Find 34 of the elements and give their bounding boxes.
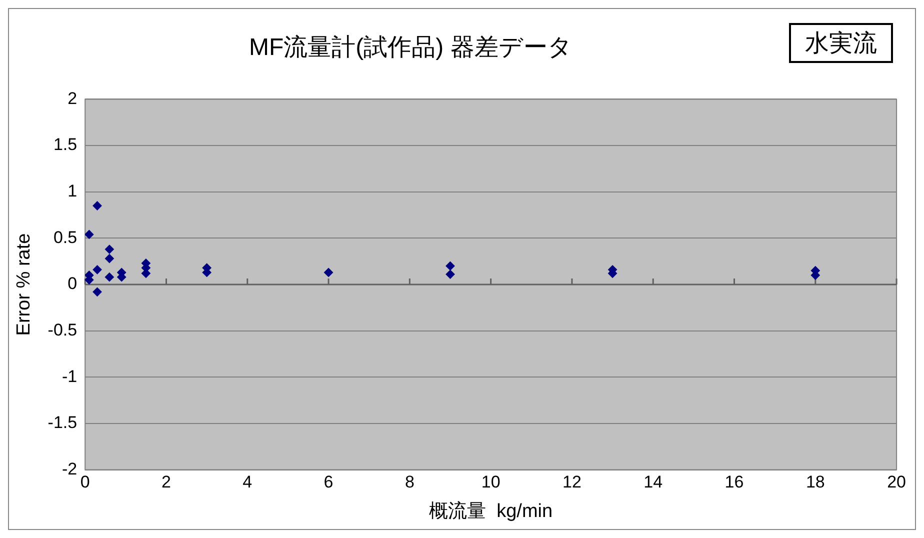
point bbox=[92, 287, 102, 296]
y-tick-label: 1 bbox=[68, 182, 78, 201]
y-tick-label: 0 bbox=[68, 274, 78, 294]
x-tick-label: 0 bbox=[80, 472, 90, 492]
y-tick-label: -1 bbox=[62, 366, 78, 386]
chart-title: MF流量計(試作品) 器差データ bbox=[249, 33, 572, 63]
point bbox=[104, 254, 114, 264]
point bbox=[446, 270, 455, 279]
x-tick-label: 12 bbox=[562, 472, 582, 492]
x-tick-label: 8 bbox=[404, 472, 414, 492]
point bbox=[324, 268, 334, 277]
y-tick-label: -2 bbox=[62, 459, 78, 478]
x-tick-label: 2 bbox=[162, 472, 171, 492]
y-tick-label: 0.5 bbox=[53, 228, 78, 247]
point bbox=[104, 244, 114, 254]
text: 水実流 bbox=[789, 23, 893, 63]
x-tick-label: 14 bbox=[644, 472, 663, 492]
y-tick-label: 1.5 bbox=[53, 135, 78, 154]
x-tick-label: 10 bbox=[481, 472, 500, 492]
x-tick-label: 6 bbox=[324, 472, 334, 492]
point bbox=[92, 265, 102, 274]
x-axis-title: 概流量 kg/min bbox=[429, 500, 553, 522]
y-axis-title: Error % rate bbox=[14, 233, 35, 336]
y-tick-label: -0.5 bbox=[48, 320, 78, 340]
y-tick-label: -1.5 bbox=[48, 413, 78, 432]
x-tick-label: 4 bbox=[242, 472, 252, 492]
y-tick-label: 2 bbox=[68, 88, 78, 108]
point bbox=[92, 201, 102, 210]
point bbox=[446, 261, 455, 270]
x-tick-label: 16 bbox=[724, 472, 744, 492]
point bbox=[104, 272, 114, 282]
point bbox=[85, 230, 94, 239]
x-tick-label: 20 bbox=[887, 472, 906, 492]
x-tick-label: 18 bbox=[806, 472, 825, 492]
